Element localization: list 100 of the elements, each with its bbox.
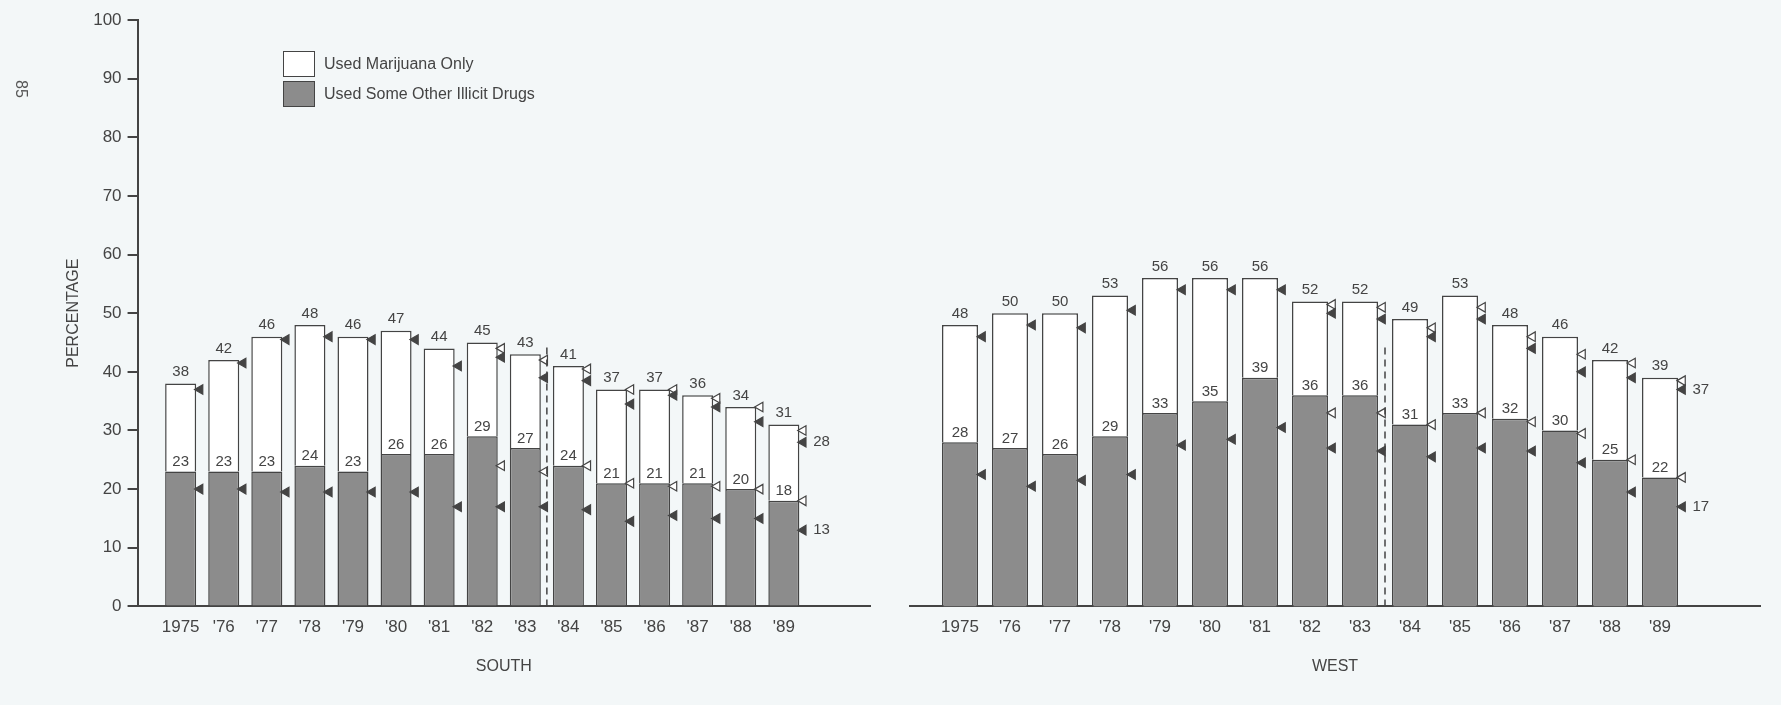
point [667, 480, 678, 492]
point [1576, 348, 1586, 360]
point [1376, 301, 1386, 313]
total-label: 44 [430, 327, 448, 345]
point [667, 389, 678, 401]
x-tick-label: '89 [1648, 617, 1672, 637]
point [1176, 284, 1186, 296]
data-label: 37 [1692, 379, 1710, 397]
total-label: 45 [473, 321, 491, 339]
point [1576, 366, 1586, 378]
point [624, 516, 635, 527]
x-tick-label: '85 [1448, 617, 1472, 637]
data-label: 33 [1451, 393, 1469, 411]
point [1426, 419, 1436, 430]
point [1376, 313, 1386, 325]
total-label: 52 [1301, 280, 1319, 298]
point [1426, 451, 1436, 463]
total-label: 36 [689, 373, 707, 391]
point [667, 510, 678, 521]
data-label: 23 [172, 452, 189, 470]
total-label: 37 [646, 368, 663, 386]
point [754, 483, 764, 495]
x-tick-label: '82 [1298, 617, 1322, 637]
point [323, 331, 333, 343]
x-tick-label: '80 [384, 617, 408, 637]
point [1526, 331, 1536, 343]
x-tick-label: '80 [1198, 617, 1222, 637]
point [1326, 307, 1336, 319]
x-tick-label: 1975 [941, 617, 979, 637]
y-tick-label: 60 [102, 244, 122, 264]
point [710, 392, 721, 404]
point [976, 469, 986, 480]
point [1076, 474, 1086, 486]
y-tick-label: 80 [102, 126, 122, 146]
data-label: 33 [1151, 393, 1169, 411]
x-tick-label: '79 [341, 617, 365, 637]
point [1526, 416, 1536, 428]
x-tick-label: '81 [1248, 617, 1272, 637]
x-tick-label: '88 [1598, 617, 1622, 637]
data-label: 36 [1301, 375, 1319, 393]
data-label: 31 [1401, 405, 1419, 423]
point [1226, 433, 1236, 445]
total-label: 53 [1451, 274, 1469, 292]
data-label: 21 [603, 463, 620, 481]
point [1476, 301, 1486, 313]
point [1576, 428, 1586, 439]
point [797, 524, 807, 536]
x-axis-title: WEST [1311, 656, 1359, 674]
data-label: 32 [1501, 399, 1519, 417]
point [1426, 322, 1436, 334]
x-tick-label: '87 [686, 617, 709, 637]
data-label: 26 [430, 434, 448, 452]
x-tick-label: 1975 [161, 617, 200, 637]
total-label: 42 [215, 338, 233, 356]
data-label: 28 [951, 422, 969, 440]
y-tick-label: 50 [102, 302, 122, 322]
point [1326, 299, 1336, 310]
point [409, 334, 419, 345]
data-label: 27 [516, 428, 534, 446]
point [237, 483, 247, 495]
point [624, 384, 635, 395]
total-label: 39 [1651, 356, 1669, 374]
point [710, 480, 721, 492]
point [1326, 407, 1336, 419]
y-tick-label: 70 [102, 185, 122, 205]
data-label: 26 [1051, 434, 1069, 452]
data-label: 24 [301, 446, 319, 464]
point [1276, 284, 1286, 296]
point [495, 351, 505, 363]
point [1476, 313, 1486, 325]
point [1126, 469, 1136, 480]
y-axis-title: PERCENTAGE [64, 258, 82, 368]
data-label: 30 [1551, 411, 1569, 429]
point [1426, 331, 1436, 343]
total-label: 50 [1001, 291, 1019, 309]
point [1026, 319, 1036, 331]
data-label: 22 [1651, 458, 1669, 476]
total-label: 31 [775, 403, 793, 421]
point [1626, 372, 1636, 384]
point [1176, 439, 1186, 451]
point [976, 331, 986, 343]
point [1626, 486, 1636, 498]
data-label: 25 [1601, 440, 1619, 458]
point [366, 486, 376, 498]
x-tick-label: '77 [1048, 617, 1072, 637]
x-tick-label: '76 [212, 617, 235, 637]
point [366, 334, 376, 345]
point [581, 375, 592, 386]
total-label: 47 [387, 309, 405, 327]
point [495, 343, 505, 354]
point [1276, 422, 1286, 433]
point [280, 334, 290, 345]
legend-label: Used Marijuana Only [324, 55, 474, 74]
total-label: 49 [1401, 297, 1419, 315]
x-tick-label: '81 [428, 617, 451, 637]
x-tick-label: '79 [1148, 617, 1172, 637]
point [581, 460, 592, 472]
total-label: 37 [603, 368, 620, 386]
total-label: 42 [1601, 338, 1619, 356]
data-label: 21 [646, 463, 663, 481]
